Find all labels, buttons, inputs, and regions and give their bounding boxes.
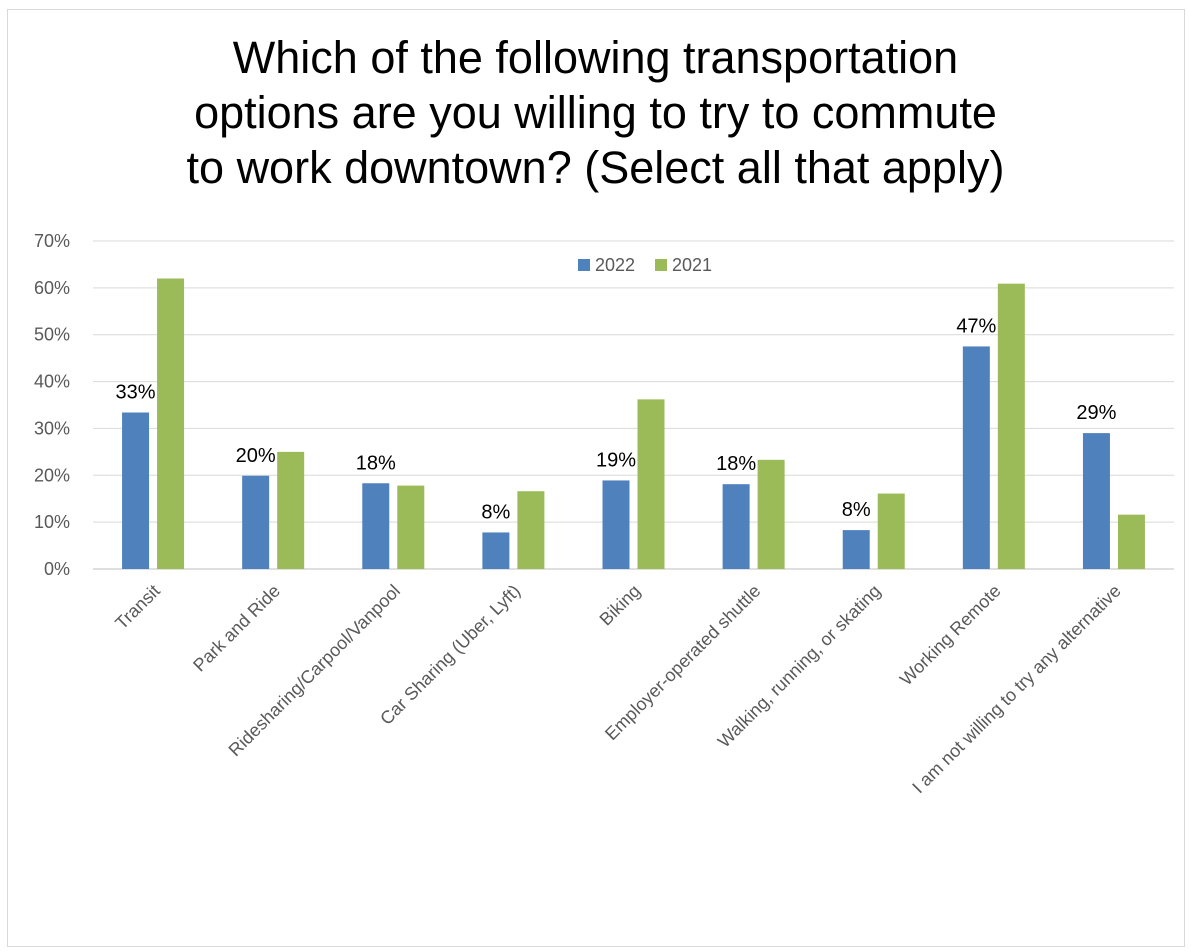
bar-2021-3 (397, 485, 425, 569)
data-label: 18% (716, 453, 756, 475)
data-label: 8% (481, 501, 510, 523)
category-label: Transit (111, 581, 164, 634)
bar-2021-2 (277, 451, 305, 569)
y-tick-label: 60% (34, 278, 70, 298)
legend-swatch-2021 (655, 259, 667, 271)
category-label: Park and Ride (189, 581, 284, 676)
bar-2021-8 (997, 283, 1025, 569)
bar-2022-4 (482, 532, 510, 569)
data-label: 47% (956, 315, 996, 337)
y-tick-label: 50% (34, 325, 70, 345)
data-label: 33% (116, 381, 156, 403)
bar-2022-9 (1082, 433, 1110, 569)
y-tick-label: 40% (34, 372, 70, 392)
data-label: 29% (1076, 402, 1116, 424)
bar-2021-9 (1117, 514, 1145, 569)
legend-label-2021: 2021 (672, 255, 712, 275)
data-label: 19% (596, 449, 636, 471)
bar-2022-8 (962, 346, 990, 569)
bar-2021-1 (157, 278, 185, 569)
bar-2022-2 (242, 475, 270, 569)
bar-2022-5 (602, 480, 630, 569)
y-tick-label: 30% (34, 418, 70, 438)
y-tick-label: 10% (34, 512, 70, 532)
category-label: I am not willing to try any alternative (908, 581, 1124, 797)
chart-title-line-2: options are you willing to try to commut… (194, 87, 997, 138)
y-tick-label: 20% (34, 465, 70, 485)
y-tick-label: 0% (44, 559, 70, 579)
category-label: Biking (596, 581, 645, 630)
category-label: Car Sharing (Uber, Lyft) (376, 581, 524, 729)
y-tick-label: 70% (34, 231, 70, 251)
bar-2022-6 (722, 484, 750, 569)
bar-2021-6 (757, 459, 785, 569)
bar-2022-7 (842, 530, 870, 569)
bar-2022-1 (122, 412, 150, 569)
data-label: 18% (356, 452, 396, 474)
chart-title-line-1: Which of the following transportation (232, 32, 959, 83)
bar-2021-4 (517, 491, 545, 569)
bar-2021-7 (877, 493, 905, 569)
data-label: 8% (842, 499, 871, 521)
legend-label-2022: 2022 (595, 255, 635, 275)
bar-2021-5 (637, 399, 665, 569)
bar-2022-3 (362, 483, 390, 569)
category-label: Working Remote (896, 581, 1005, 690)
chart-title-line-3: to work downtown? (Select all that apply… (186, 142, 1005, 193)
data-label: 20% (236, 445, 276, 467)
chart-title: Which of the following transportation op… (0, 30, 1191, 195)
legend-swatch-2022 (578, 259, 590, 271)
